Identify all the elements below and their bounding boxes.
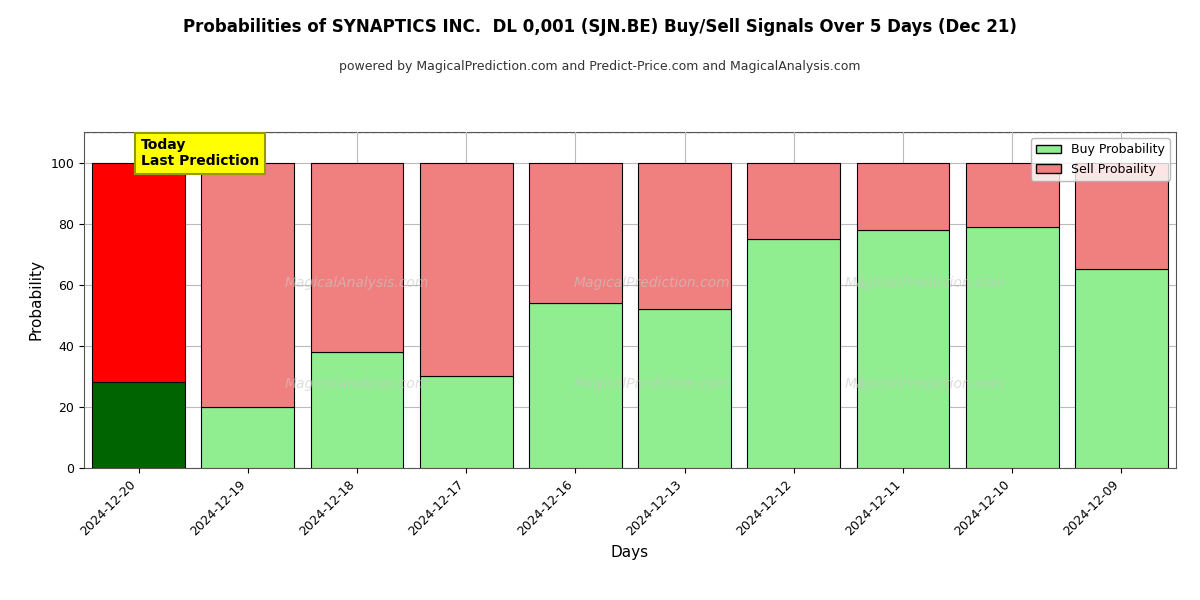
- Bar: [92, 163, 185, 382]
- Text: powered by MagicalPrediction.com and Predict-Price.com and MagicalAnalysis.com: powered by MagicalPrediction.com and Pre…: [340, 60, 860, 73]
- Bar: [202, 163, 294, 407]
- Bar: [966, 227, 1058, 468]
- Bar: [1075, 163, 1168, 269]
- Bar: [420, 163, 512, 376]
- Text: MagicalPrediction.com: MagicalPrediction.com: [574, 276, 730, 290]
- Y-axis label: Probability: Probability: [29, 259, 43, 340]
- Bar: [857, 163, 949, 230]
- Text: MagicalAnalysis.com: MagicalAnalysis.com: [284, 377, 430, 391]
- Text: Probabilities of SYNAPTICS INC.  DL 0,001 (SJN.BE) Buy/Sell Signals Over 5 Days : Probabilities of SYNAPTICS INC. DL 0,001…: [184, 18, 1016, 36]
- Text: MagicalIPrediction.com: MagicalIPrediction.com: [845, 377, 1006, 391]
- Bar: [748, 239, 840, 468]
- Bar: [638, 309, 731, 468]
- Bar: [529, 163, 622, 303]
- Text: Today
Last Prediction: Today Last Prediction: [140, 138, 259, 169]
- X-axis label: Days: Days: [611, 545, 649, 560]
- Bar: [311, 163, 403, 352]
- Bar: [966, 163, 1058, 227]
- Bar: [202, 407, 294, 468]
- Bar: [857, 230, 949, 468]
- Text: MagicalIPrediction.com: MagicalIPrediction.com: [845, 276, 1006, 290]
- Bar: [311, 352, 403, 468]
- Bar: [92, 382, 185, 468]
- Bar: [420, 376, 512, 468]
- Bar: [529, 303, 622, 468]
- Bar: [1075, 269, 1168, 468]
- Text: MagicalAnalysis.com: MagicalAnalysis.com: [284, 276, 430, 290]
- Bar: [638, 163, 731, 309]
- Legend: Buy Probability, Sell Probaility: Buy Probability, Sell Probaility: [1031, 138, 1170, 181]
- Text: MagicalPrediction.com: MagicalPrediction.com: [574, 377, 730, 391]
- Bar: [748, 163, 840, 239]
